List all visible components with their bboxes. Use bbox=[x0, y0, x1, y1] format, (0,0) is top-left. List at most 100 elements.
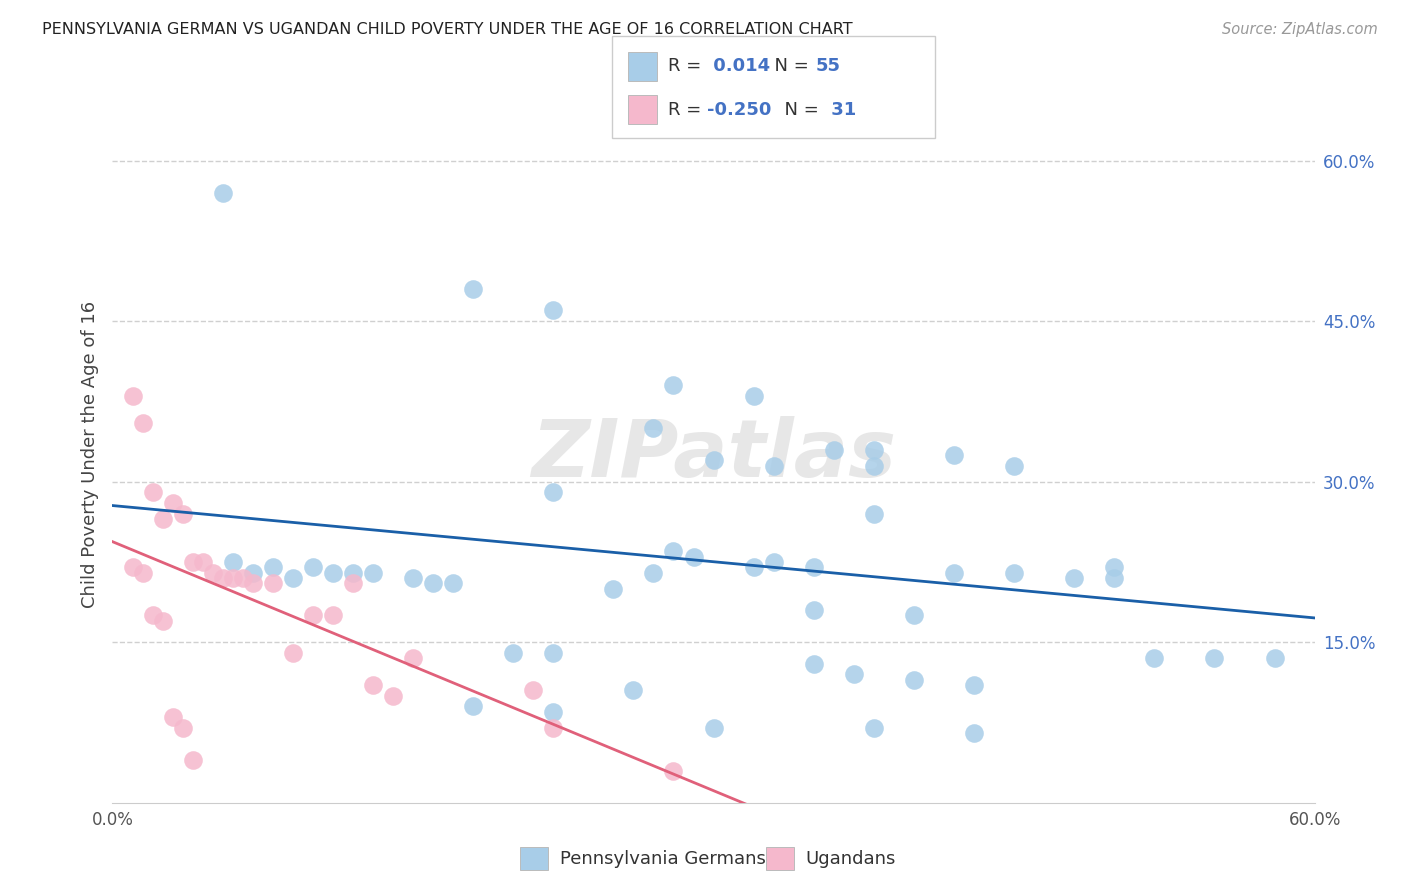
Point bbox=[602, 582, 624, 596]
Point bbox=[342, 576, 364, 591]
Text: ZIPatlas: ZIPatlas bbox=[531, 416, 896, 494]
Point bbox=[1063, 571, 1085, 585]
Point bbox=[121, 560, 143, 574]
Point bbox=[1002, 458, 1025, 473]
Point bbox=[172, 507, 194, 521]
Text: N =: N = bbox=[763, 57, 815, 76]
Point bbox=[863, 442, 886, 457]
Point bbox=[262, 560, 284, 574]
Point bbox=[322, 566, 344, 580]
Text: R =: R = bbox=[668, 101, 707, 119]
Point bbox=[162, 496, 184, 510]
Point bbox=[621, 683, 644, 698]
Point bbox=[281, 646, 304, 660]
Point bbox=[281, 571, 304, 585]
Text: R =: R = bbox=[668, 57, 707, 76]
Point bbox=[1264, 651, 1286, 665]
Point bbox=[402, 571, 425, 585]
Point bbox=[762, 555, 785, 569]
Point bbox=[342, 566, 364, 580]
Point bbox=[1102, 571, 1125, 585]
Point bbox=[702, 453, 725, 467]
Point bbox=[1204, 651, 1226, 665]
Point bbox=[662, 378, 685, 392]
Point bbox=[903, 608, 925, 623]
Point bbox=[863, 458, 886, 473]
Point bbox=[662, 544, 685, 558]
Point bbox=[141, 608, 163, 623]
Point bbox=[903, 673, 925, 687]
Point bbox=[543, 485, 565, 500]
Text: -0.250: -0.250 bbox=[707, 101, 772, 119]
Text: N =: N = bbox=[773, 101, 825, 119]
Point bbox=[222, 555, 245, 569]
Point bbox=[1143, 651, 1166, 665]
Point bbox=[863, 507, 886, 521]
Point bbox=[803, 657, 825, 671]
Point bbox=[131, 566, 153, 580]
Point bbox=[361, 566, 384, 580]
Point bbox=[963, 726, 986, 740]
Text: 55: 55 bbox=[815, 57, 841, 76]
Point bbox=[152, 614, 174, 628]
Point bbox=[963, 678, 986, 692]
Point bbox=[242, 566, 264, 580]
Point bbox=[1102, 560, 1125, 574]
Text: PENNSYLVANIA GERMAN VS UGANDAN CHILD POVERTY UNDER THE AGE OF 16 CORRELATION CHA: PENNSYLVANIA GERMAN VS UGANDAN CHILD POV… bbox=[42, 22, 853, 37]
Point bbox=[543, 721, 565, 735]
Point bbox=[803, 560, 825, 574]
Point bbox=[742, 389, 765, 403]
Point bbox=[402, 651, 425, 665]
Point bbox=[643, 566, 665, 580]
Point bbox=[543, 705, 565, 719]
Text: Ugandans: Ugandans bbox=[806, 849, 896, 868]
Point bbox=[863, 721, 886, 735]
Point bbox=[131, 416, 153, 430]
Point bbox=[502, 646, 524, 660]
Text: Pennsylvania Germans: Pennsylvania Germans bbox=[560, 849, 765, 868]
Point bbox=[181, 555, 204, 569]
Point bbox=[361, 678, 384, 692]
Point bbox=[1002, 566, 1025, 580]
Y-axis label: Child Poverty Under the Age of 16: Child Poverty Under the Age of 16 bbox=[80, 301, 98, 608]
Point bbox=[742, 560, 765, 574]
Point bbox=[461, 699, 484, 714]
Point bbox=[842, 667, 865, 681]
Point bbox=[121, 389, 143, 403]
Point bbox=[152, 512, 174, 526]
Point bbox=[302, 608, 325, 623]
Point bbox=[222, 571, 245, 585]
Point bbox=[543, 303, 565, 318]
Point bbox=[422, 576, 444, 591]
Text: 0.014: 0.014 bbox=[707, 57, 770, 76]
Point bbox=[823, 442, 845, 457]
Point bbox=[543, 646, 565, 660]
Point bbox=[191, 555, 214, 569]
Point bbox=[702, 721, 725, 735]
Point bbox=[181, 753, 204, 767]
Point bbox=[211, 186, 233, 200]
Text: Source: ZipAtlas.com: Source: ZipAtlas.com bbox=[1222, 22, 1378, 37]
Point bbox=[162, 710, 184, 724]
Point bbox=[232, 571, 254, 585]
Text: 31: 31 bbox=[825, 101, 856, 119]
Point bbox=[942, 448, 965, 462]
Point bbox=[682, 549, 704, 564]
Point bbox=[322, 608, 344, 623]
Point bbox=[172, 721, 194, 735]
Point bbox=[942, 566, 965, 580]
Point bbox=[441, 576, 464, 591]
Point bbox=[262, 576, 284, 591]
Point bbox=[201, 566, 224, 580]
Point bbox=[461, 282, 484, 296]
Point bbox=[643, 421, 665, 435]
Point bbox=[211, 571, 233, 585]
Point bbox=[803, 603, 825, 617]
Point bbox=[141, 485, 163, 500]
Point bbox=[762, 458, 785, 473]
Point bbox=[382, 689, 405, 703]
Point bbox=[302, 560, 325, 574]
Point bbox=[242, 576, 264, 591]
Point bbox=[522, 683, 544, 698]
Point bbox=[662, 764, 685, 778]
